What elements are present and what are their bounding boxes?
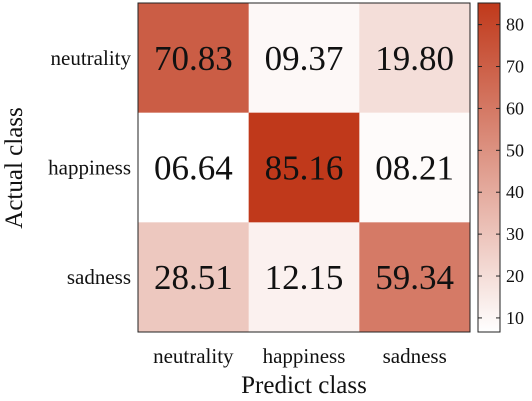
y-tick-label: neutrality [51, 46, 132, 70]
heatmap-cell [248, 222, 360, 333]
heatmap-cell [248, 112, 360, 223]
plot-frame [137, 2, 471, 333]
colorbar-tick-label: 80 [506, 15, 524, 35]
y-tick-label: happiness [48, 156, 131, 180]
y-tick-label: sadness [67, 265, 131, 289]
heatmap-cell [248, 3, 360, 114]
cell-value-label: 70.83 [154, 39, 233, 78]
heatmap-cells [138, 3, 471, 333]
colorbar-tick-label: 70 [506, 57, 524, 77]
x-tick-label: neutrality [153, 344, 234, 368]
heatmap-cell [138, 3, 250, 114]
heatmap-cell [359, 3, 471, 114]
colorbar-tick-label: 20 [506, 266, 524, 286]
y-axis-label: Actual class [1, 107, 28, 228]
x-axis-tick-labels: neutrality happiness sadness [153, 344, 447, 368]
colorbar-tick-label: 40 [506, 182, 524, 202]
x-axis-label: Predict class [241, 372, 367, 399]
colorbar [477, 2, 501, 333]
cell-value-label: 12.15 [265, 258, 344, 297]
x-tick-label: sadness [383, 344, 447, 368]
cell-value-label: 19.80 [375, 39, 454, 78]
cell-value-label: 06.64 [154, 149, 233, 188]
cell-value-label: 09.37 [265, 39, 344, 78]
colorbar-tick-label: 50 [506, 140, 524, 160]
cell-value-label: 85.16 [265, 149, 344, 188]
x-tick-label: happiness [263, 344, 346, 368]
heatmap-cell [359, 222, 471, 333]
colorbar-tick-label: 30 [506, 224, 524, 244]
heatmap-cell [138, 222, 250, 333]
cell-value-labels: 70.83 09.37 19.80 06.64 85.16 08.21 28.51 12.15… [154, 39, 454, 297]
cell-value-label: 28.51 [154, 258, 233, 297]
cell-value-label: 59.34 [375, 258, 454, 297]
colorbar-tick-label: 10 [506, 308, 524, 328]
heatmap-cell [138, 112, 250, 223]
cell-value-label: 08.21 [375, 149, 454, 188]
heatmap-cell [359, 112, 471, 223]
y-axis-tick-labels: neutrality happiness sadness [48, 46, 131, 289]
colorbar-tick-label: 60 [506, 98, 524, 118]
colorbar-ticks: 10 20 30 40 50 60 70 80 [478, 15, 524, 328]
